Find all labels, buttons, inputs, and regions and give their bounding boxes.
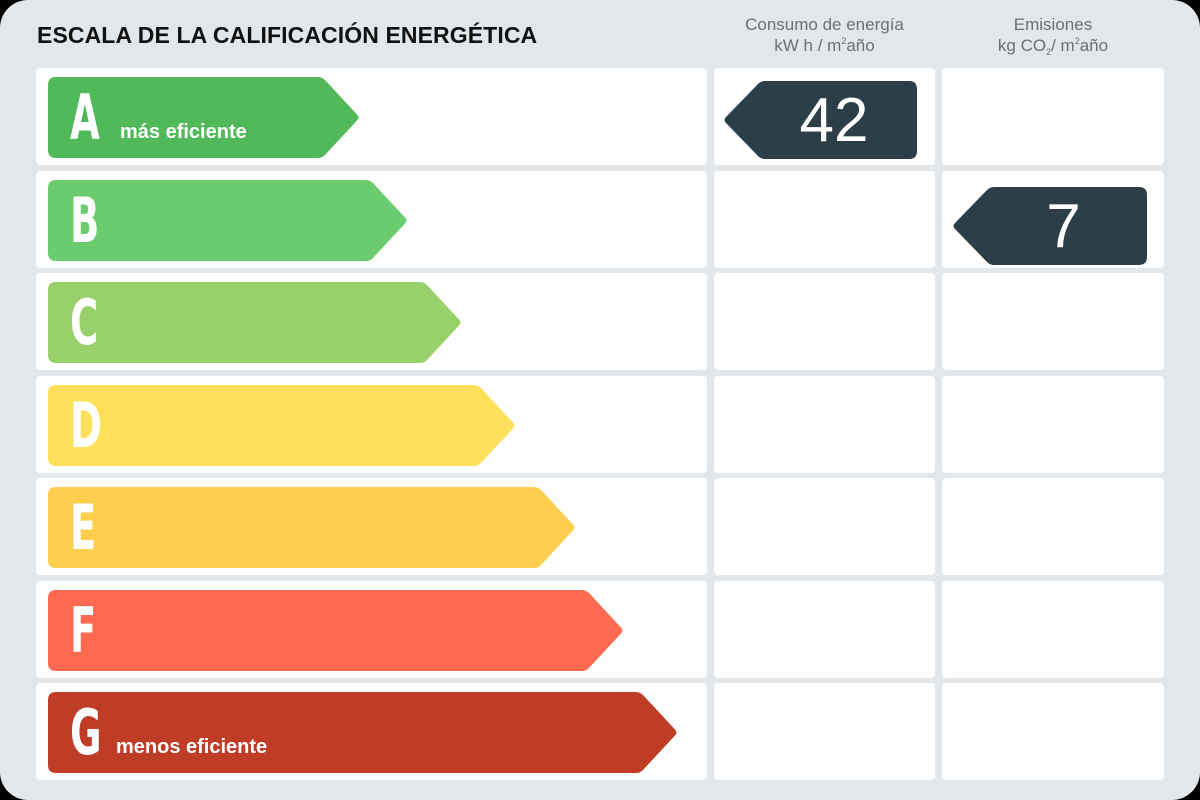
rating-letter: E [70, 491, 97, 564]
rating-letter: G [70, 696, 102, 769]
indicator-arrow-icon [953, 187, 1147, 265]
rating-letter: C [70, 286, 99, 359]
energy-value-indicator: 42 [723, 81, 917, 159]
rating-bar-d: D [48, 385, 516, 466]
arrow-shape-icon [48, 487, 575, 568]
energy-cell-f [714, 581, 935, 678]
energy-cell-c [714, 273, 935, 370]
emissions-header-label: Emisiones [1013, 15, 1093, 34]
arrow-shape-icon [48, 282, 461, 363]
rating-sublabel: menos eficiente [116, 736, 268, 758]
emissions-header-unit: kg CO2/ m2año [997, 36, 1109, 57]
emissions-cell-c [942, 273, 1164, 370]
rating-letter: F [70, 594, 97, 667]
arrow-shape-icon [48, 180, 407, 261]
arrow-shape-icon [48, 77, 359, 158]
rating-bar-c: C [48, 282, 462, 363]
energy-cell-g [714, 683, 935, 780]
emissions-column-header: Emisiones kg CO2/ m2año [942, 14, 1164, 57]
emissions-cell-e [942, 478, 1164, 575]
rating-letter: A [70, 81, 100, 154]
energy-cell-b [714, 171, 935, 268]
energy-cell-d [714, 376, 935, 473]
energy-column-header: Consumo de energía kW h / m2año [714, 14, 935, 56]
energy-header-unit: kW h / m2año [774, 36, 875, 55]
rating-letter: D [70, 389, 102, 462]
energy-header-label: Consumo de energía [745, 15, 904, 34]
energy-cell-e [714, 478, 935, 575]
rating-bar-b: B [48, 180, 408, 261]
arrow-shape-icon [48, 590, 623, 671]
energy-value: 42 [799, 86, 869, 155]
rating-sublabel: más eficiente [120, 121, 247, 143]
arrow-shape-icon [48, 692, 677, 773]
indicator-arrow-icon [724, 81, 917, 159]
emissions-cell-g [942, 683, 1164, 780]
emissions-cell-f [942, 581, 1164, 678]
emissions-value-indicator: 7 [952, 187, 1147, 265]
rating-bar-e: E [48, 487, 576, 568]
emissions-cell-d [942, 376, 1164, 473]
rating-letter: B [70, 184, 100, 257]
rating-bar-f: F [48, 590, 624, 671]
emissions-value: 7 [1046, 192, 1081, 261]
arrow-shape-icon [48, 385, 515, 466]
page-title: ESCALA DE LA CALIFICACIÓN ENERGÉTICA [37, 22, 538, 48]
emissions-cell-a [942, 68, 1164, 165]
